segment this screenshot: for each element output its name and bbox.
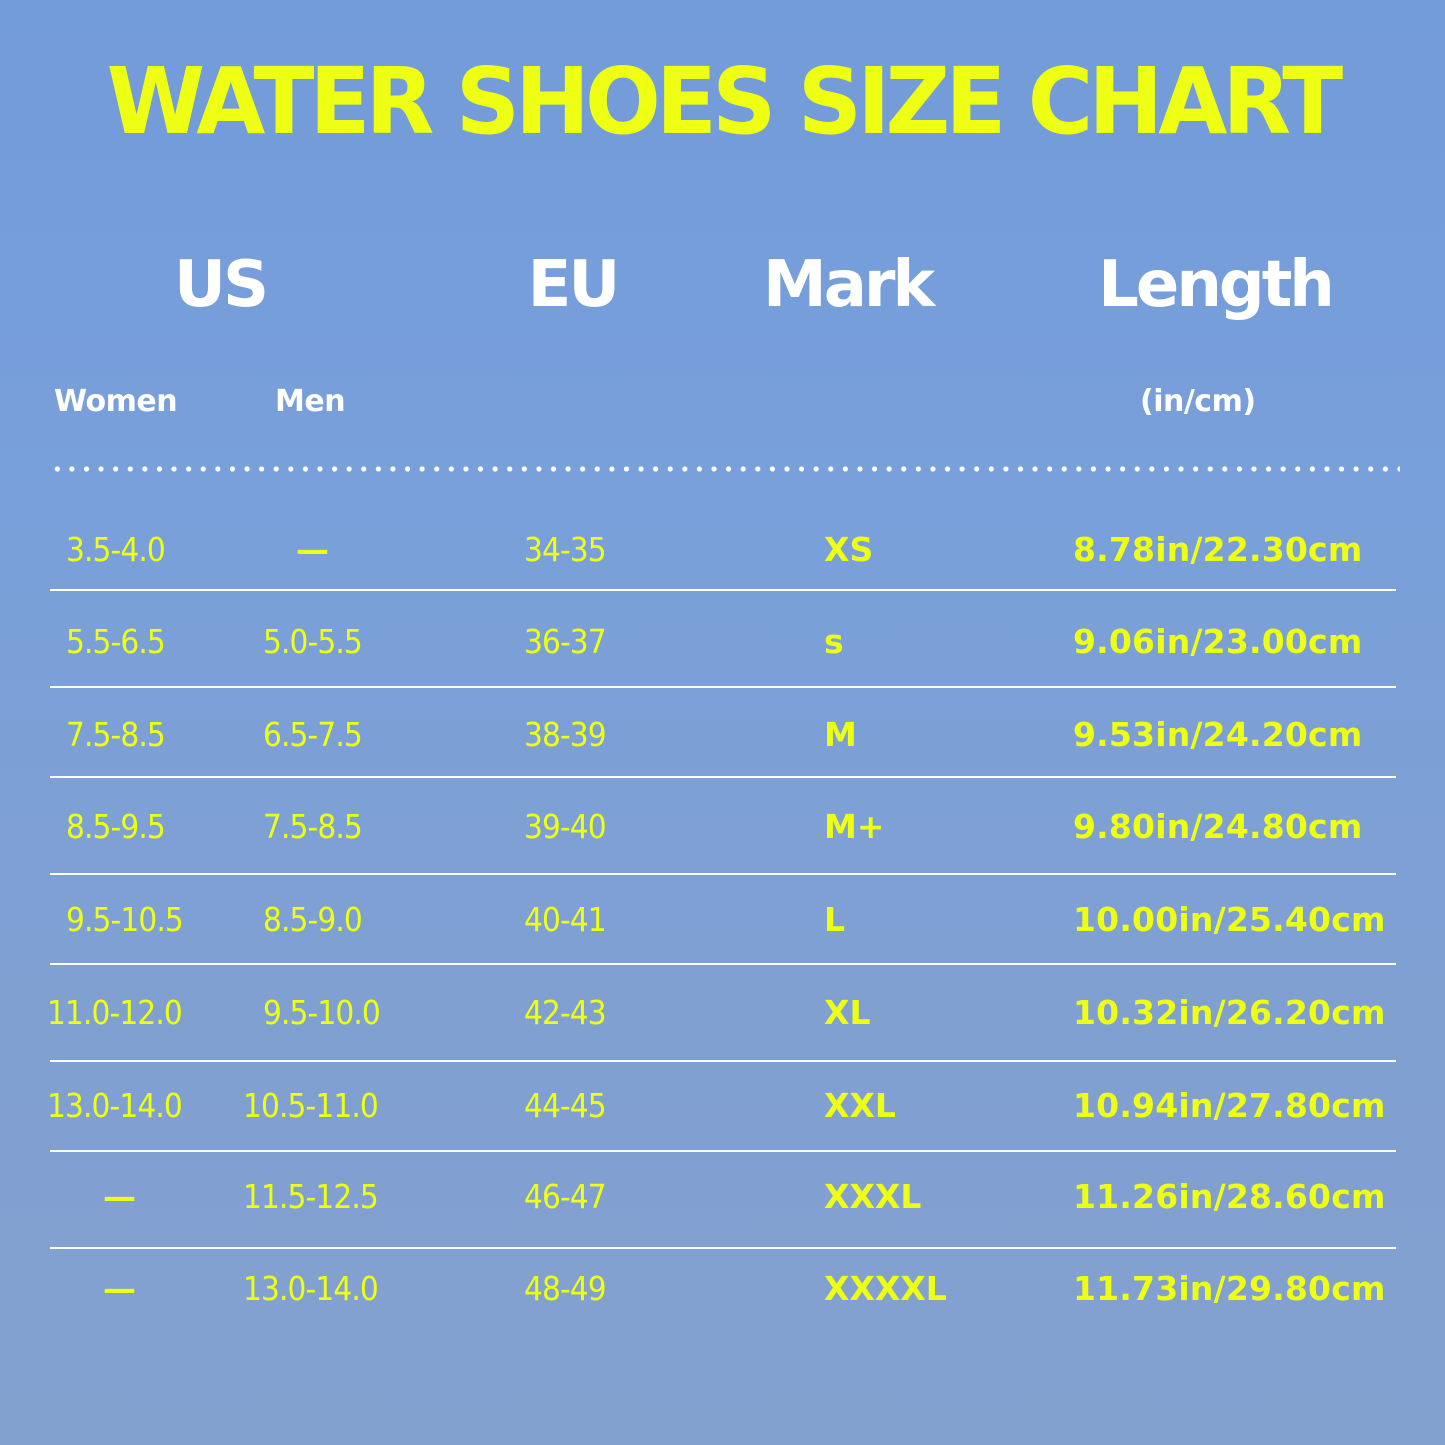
cell-length: 9.80in/24.80cm (1073, 807, 1363, 846)
cell-us-women: 8.5-9.5 (66, 807, 166, 846)
chart-title: WATER SHOES SIZE CHART (106, 48, 1343, 155)
table-row: 11.0-12.0 9.5-10.0 42-43 XL 10.32in/26.2… (0, 983, 1445, 1043)
dotted-divider (50, 466, 1400, 472)
row-separator (50, 589, 1396, 591)
row-separator (50, 686, 1396, 688)
cell-mark: s (824, 622, 844, 661)
cell-us-men: 10.5-11.0 (243, 1086, 379, 1125)
cell-eu: 39-40 (524, 807, 607, 846)
cell-mark: XS (824, 530, 874, 569)
row-separator (50, 1060, 1396, 1062)
cell-us-men: 11.5-12.5 (243, 1177, 379, 1216)
cell-eu: 48-49 (524, 1269, 607, 1308)
cell-us-women: 5.5-6.5 (66, 622, 166, 661)
table-row: 8.5-9.5 7.5-8.5 39-40 M+ 9.80in/24.80cm (0, 797, 1445, 857)
cell-us-women: 7.5-8.5 (66, 715, 166, 754)
row-separator (50, 776, 1396, 778)
header-us: US (173, 248, 269, 322)
cell-us-men: — (296, 530, 329, 569)
cell-length: 8.78in/22.30cm (1073, 530, 1363, 569)
table-row: 9.5-10.5 8.5-9.0 40-41 L 10.00in/25.40cm (0, 890, 1445, 950)
cell-us-men: 5.0-5.5 (263, 622, 363, 661)
cell-us-women: 3.5-4.0 (66, 530, 166, 569)
cell-eu: 40-41 (524, 900, 607, 939)
header-length: Length (1098, 248, 1335, 322)
cell-mark: M+ (824, 807, 885, 846)
cell-us-women: 11.0-12.0 (47, 993, 183, 1032)
row-separator (50, 963, 1396, 965)
table-row: 7.5-8.5 6.5-7.5 38-39 M 9.53in/24.20cm (0, 705, 1445, 765)
subheader-men: Men (275, 384, 346, 419)
cell-us-men: 6.5-7.5 (263, 715, 363, 754)
cell-eu: 42-43 (524, 993, 607, 1032)
cell-us-women: 9.5-10.5 (66, 900, 184, 939)
cell-length: 10.94in/27.80cm (1073, 1086, 1386, 1125)
cell-eu: 36-37 (524, 622, 607, 661)
header-eu: EU (527, 248, 621, 322)
cell-us-men: 13.0-14.0 (243, 1269, 379, 1308)
subheader-women: Women (54, 384, 178, 419)
cell-us-men: 9.5-10.0 (263, 993, 381, 1032)
cell-us-women: — (103, 1269, 136, 1308)
cell-mark: XXXL (824, 1177, 922, 1216)
row-separator (50, 1150, 1396, 1152)
cell-eu: 34-35 (524, 530, 607, 569)
table-row: 3.5-4.0 — 34-35 XS 8.78in/22.30cm (0, 520, 1445, 580)
table-row: — 11.5-12.5 46-47 XXXL 11.26in/28.60cm (0, 1167, 1445, 1227)
cell-us-men: 7.5-8.5 (263, 807, 363, 846)
cell-us-women: — (103, 1177, 136, 1216)
cell-mark: XXXXL (824, 1269, 947, 1308)
cell-length: 10.32in/26.20cm (1073, 993, 1386, 1032)
cell-mark: M (824, 715, 857, 754)
cell-length: 9.53in/24.20cm (1073, 715, 1363, 754)
cell-us-men: 8.5-9.0 (263, 900, 363, 939)
cell-us-women: 13.0-14.0 (47, 1086, 183, 1125)
cell-length: 9.06in/23.00cm (1073, 622, 1363, 661)
table-row: — 13.0-14.0 48-49 XXXXL 11.73in/29.80cm (0, 1259, 1445, 1319)
row-separator (50, 1247, 1396, 1249)
cell-eu: 46-47 (524, 1177, 607, 1216)
subheader-length-unit: (in/cm) (1140, 384, 1256, 419)
cell-mark: XL (824, 993, 871, 1032)
table-row: 5.5-6.5 5.0-5.5 36-37 s 9.06in/23.00cm (0, 612, 1445, 672)
row-separator (50, 873, 1396, 875)
cell-eu: 44-45 (524, 1086, 607, 1125)
cell-eu: 38-39 (524, 715, 607, 754)
table-row: 13.0-14.0 10.5-11.0 44-45 XXL 10.94in/27… (0, 1076, 1445, 1136)
cell-length: 10.00in/25.40cm (1073, 900, 1386, 939)
cell-length: 11.26in/28.60cm (1073, 1177, 1386, 1216)
header-mark: Mark (763, 248, 935, 322)
cell-mark: L (824, 900, 846, 939)
cell-mark: XXL (824, 1086, 896, 1125)
cell-length: 11.73in/29.80cm (1073, 1269, 1386, 1308)
